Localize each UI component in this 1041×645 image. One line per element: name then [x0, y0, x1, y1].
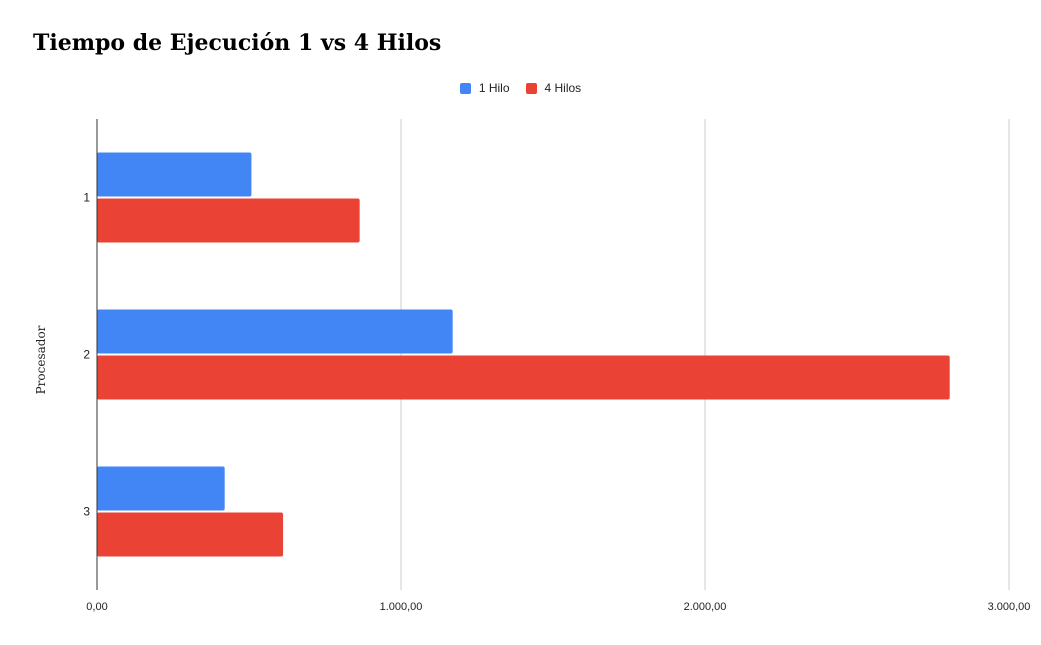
legend-item-4-hilos[interactable]: 4 Hilos [525, 81, 582, 95]
x-tick-label: 3.000,00 [988, 601, 1031, 613]
y-tick-label: 2 [83, 348, 90, 362]
legend: 1 Hilo 4 Hilos [0, 81, 1041, 95]
chart-title: Tiempo de Ejecución 1 vs 4 Hilos [33, 30, 442, 56]
x-tick-label: 0,00 [86, 601, 107, 613]
bar-1-hilo-cat-2[interactable] [97, 309, 453, 354]
legend-item-1-hilo[interactable]: 1 Hilo [459, 81, 510, 95]
legend-swatch-4-hilos [525, 82, 537, 94]
bar-4-hilos-cat-3[interactable] [97, 512, 284, 557]
bars [97, 152, 950, 557]
y-tick-label: 3 [83, 505, 90, 519]
x-tick-label: 2.000,00 [684, 601, 727, 613]
axes: 0,00 1.000,00 2.000,00 3.000,00 1 2 3 [83, 119, 1030, 613]
bar-1-hilo-cat-3[interactable] [97, 466, 225, 511]
bar-1-hilo-cat-1[interactable] [97, 152, 252, 197]
gridlines [400, 119, 1010, 590]
bar-4-hilos-cat-1[interactable] [97, 198, 360, 243]
legend-label-4-hilos: 4 Hilos [544, 81, 582, 95]
y-axis-title: Procesador [34, 325, 48, 394]
bar-4-hilos-cat-2[interactable] [97, 355, 950, 400]
legend-swatch-1-hilo [459, 82, 471, 94]
y-tick-label: 1 [83, 191, 90, 205]
x-tick-label: 1.000,00 [380, 601, 423, 613]
legend-label-1-hilo: 1 Hilo [478, 81, 510, 95]
